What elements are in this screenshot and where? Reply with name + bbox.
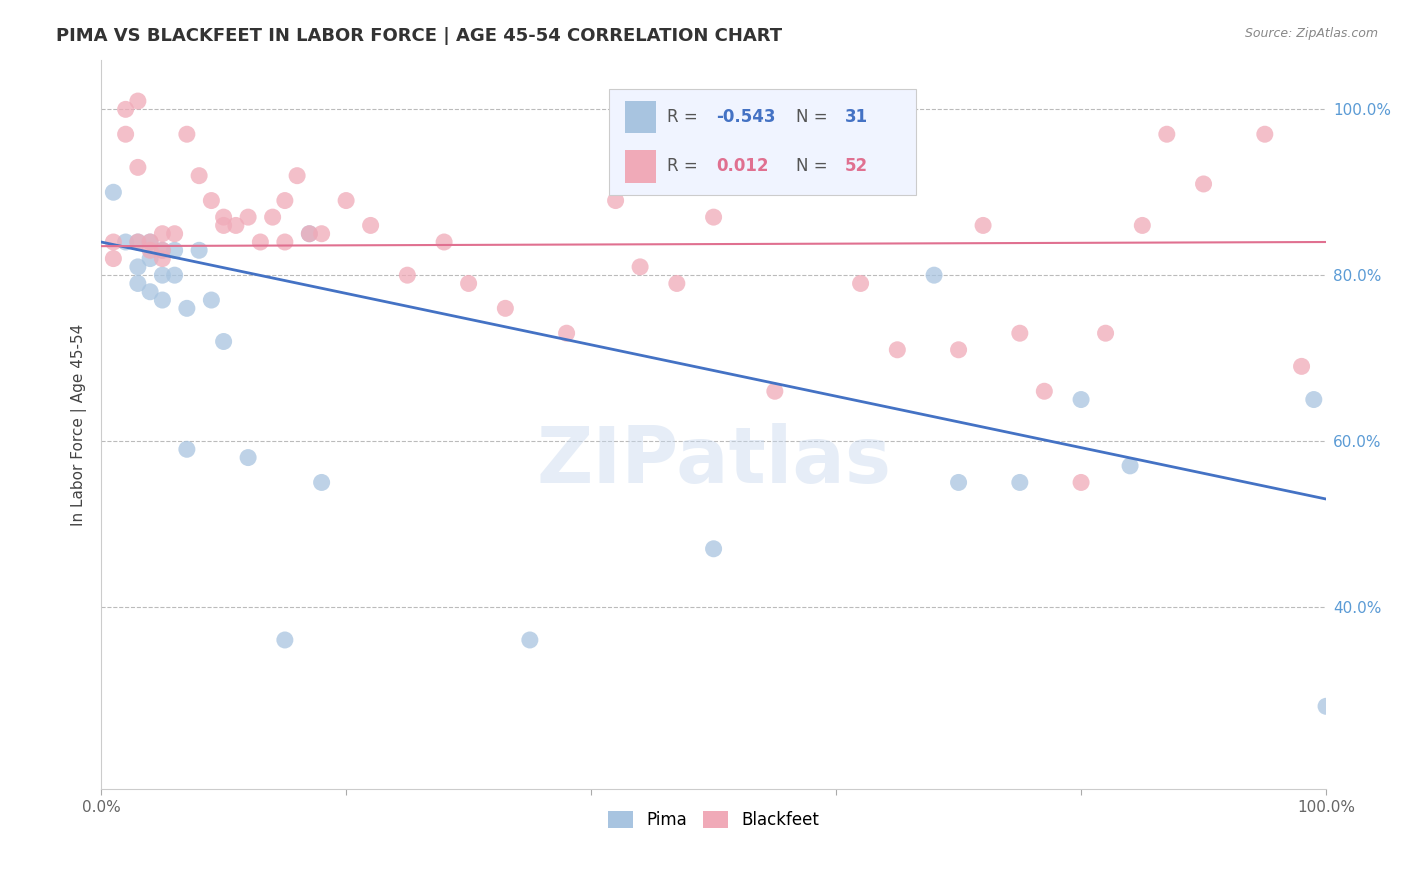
Point [1070,392,1092,407]
Point [139,235,162,249]
Point [200,293,222,307]
Point [849,277,872,291]
Text: 52: 52 [845,157,868,176]
Point [212,334,235,349]
Point [1156,127,1178,141]
Point [1302,392,1324,407]
Point [114,127,136,141]
Text: 31: 31 [845,108,868,126]
Point [494,301,516,316]
Point [628,260,651,274]
Point [274,235,297,249]
Point [127,277,149,291]
Point [274,632,297,647]
Point [1094,326,1116,341]
Text: PIMA VS BLACKFEET IN LABOR FORCE | AGE 45-54 CORRELATION CHART: PIMA VS BLACKFEET IN LABOR FORCE | AGE 4… [56,27,782,45]
Point [176,301,198,316]
Bar [626,150,657,183]
Point [1033,384,1056,399]
Point [1119,458,1142,473]
Legend: Pima, Blackfeet: Pima, Blackfeet [600,804,827,836]
Point [922,268,945,282]
Point [360,219,382,233]
Point [665,277,688,291]
Point [103,235,125,249]
Point [188,169,211,183]
Point [103,186,125,200]
Point [127,161,149,175]
Point [274,194,297,208]
Point [703,541,725,556]
Point [1008,475,1031,490]
Y-axis label: In Labor Force | Age 45-54: In Labor Force | Age 45-54 [72,323,87,525]
Point [1008,326,1031,341]
Point [139,244,162,258]
Point [139,285,162,299]
Point [188,244,211,258]
Point [150,252,173,266]
Point [1315,699,1337,714]
Point [311,475,333,490]
Text: N =: N = [796,108,832,126]
Bar [626,101,657,134]
FancyBboxPatch shape [609,89,915,194]
Point [335,194,357,208]
Point [236,210,259,224]
Point [262,210,284,224]
Point [948,343,970,357]
Point [163,244,186,258]
Point [236,450,259,465]
Point [886,343,908,357]
Point [1254,127,1277,141]
Text: N =: N = [796,157,832,176]
Point [127,94,149,108]
Point [298,227,321,241]
Text: -0.543: -0.543 [716,108,776,126]
Point [703,210,725,224]
Point [150,227,173,241]
Text: R =: R = [666,157,703,176]
Point [200,194,222,208]
Point [150,293,173,307]
Point [150,268,173,282]
Point [1291,359,1313,374]
Point [285,169,308,183]
Text: ZIPatlas: ZIPatlas [536,423,891,499]
Point [212,210,235,224]
Point [139,235,162,249]
Point [176,442,198,457]
Point [433,235,456,249]
Point [519,632,541,647]
Point [225,219,247,233]
Point [948,475,970,490]
Point [212,219,235,233]
Point [555,326,578,341]
Text: 0.012: 0.012 [716,157,769,176]
Text: R =: R = [666,108,703,126]
Point [163,227,186,241]
Point [1192,177,1215,191]
Point [176,127,198,141]
Point [1070,475,1092,490]
Point [150,244,173,258]
Point [249,235,271,249]
Point [127,235,149,249]
Point [1130,219,1153,233]
Point [311,227,333,241]
Text: Source: ZipAtlas.com: Source: ZipAtlas.com [1244,27,1378,40]
Point [127,260,149,274]
Point [139,252,162,266]
Point [127,235,149,249]
Point [763,384,786,399]
Point [605,194,627,208]
Point [103,252,125,266]
Point [163,268,186,282]
Point [114,235,136,249]
Point [972,219,994,233]
Point [396,268,419,282]
Point [457,277,479,291]
Point [150,244,173,258]
Point [114,103,136,117]
Point [298,227,321,241]
